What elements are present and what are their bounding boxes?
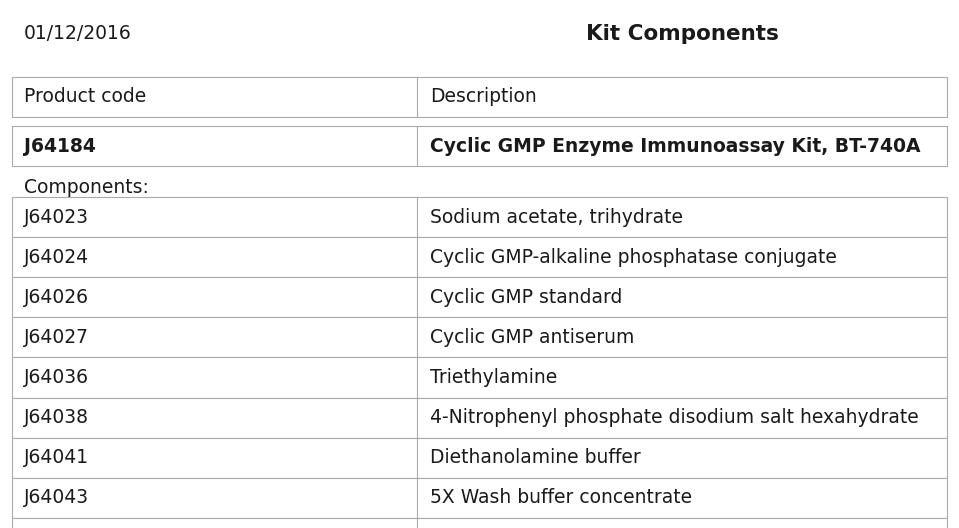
Text: Product code: Product code: [24, 87, 146, 106]
Text: Sodium acetate, trihydrate: Sodium acetate, trihydrate: [430, 208, 683, 227]
Text: Diethanolamine buffer: Diethanolamine buffer: [430, 448, 641, 467]
Text: J64041: J64041: [24, 448, 89, 467]
Text: Cyclic GMP standard: Cyclic GMP standard: [430, 288, 622, 307]
Bar: [12, 277, 947, 317]
Text: J64043: J64043: [24, 488, 89, 507]
Text: J64184: J64184: [24, 137, 96, 156]
Bar: [12, 398, 947, 438]
Bar: [12, 77, 947, 117]
Text: 4-Nitrophenyl phosphate disodium salt hexahydrate: 4-Nitrophenyl phosphate disodium salt he…: [430, 408, 919, 427]
Bar: [12, 197, 947, 237]
Bar: [12, 357, 947, 398]
Bar: [12, 438, 947, 478]
Text: 01/12/2016: 01/12/2016: [24, 24, 131, 43]
Text: Cyclic GMP-alkaline phosphatase conjugate: Cyclic GMP-alkaline phosphatase conjugat…: [430, 248, 836, 267]
Text: 5X Wash buffer concentrate: 5X Wash buffer concentrate: [430, 488, 691, 507]
Text: Cyclic GMP antiserum: Cyclic GMP antiserum: [430, 328, 634, 347]
Text: Kit Components: Kit Components: [586, 24, 779, 44]
Text: J64023: J64023: [24, 208, 89, 227]
Text: J64036: J64036: [24, 368, 89, 387]
Text: Description: Description: [430, 87, 536, 106]
Bar: [12, 518, 947, 528]
Text: J64024: J64024: [24, 248, 89, 267]
Text: J64027: J64027: [24, 328, 89, 347]
Bar: [12, 237, 947, 277]
Text: Triethylamine: Triethylamine: [430, 368, 557, 387]
Bar: [12, 126, 947, 166]
Bar: [12, 317, 947, 357]
Text: Cyclic GMP Enzyme Immunoassay Kit, BT-740A: Cyclic GMP Enzyme Immunoassay Kit, BT-74…: [430, 137, 920, 156]
Text: J64026: J64026: [24, 288, 89, 307]
Bar: [12, 478, 947, 518]
Text: J64038: J64038: [24, 408, 89, 427]
Text: Components:: Components:: [24, 178, 149, 197]
